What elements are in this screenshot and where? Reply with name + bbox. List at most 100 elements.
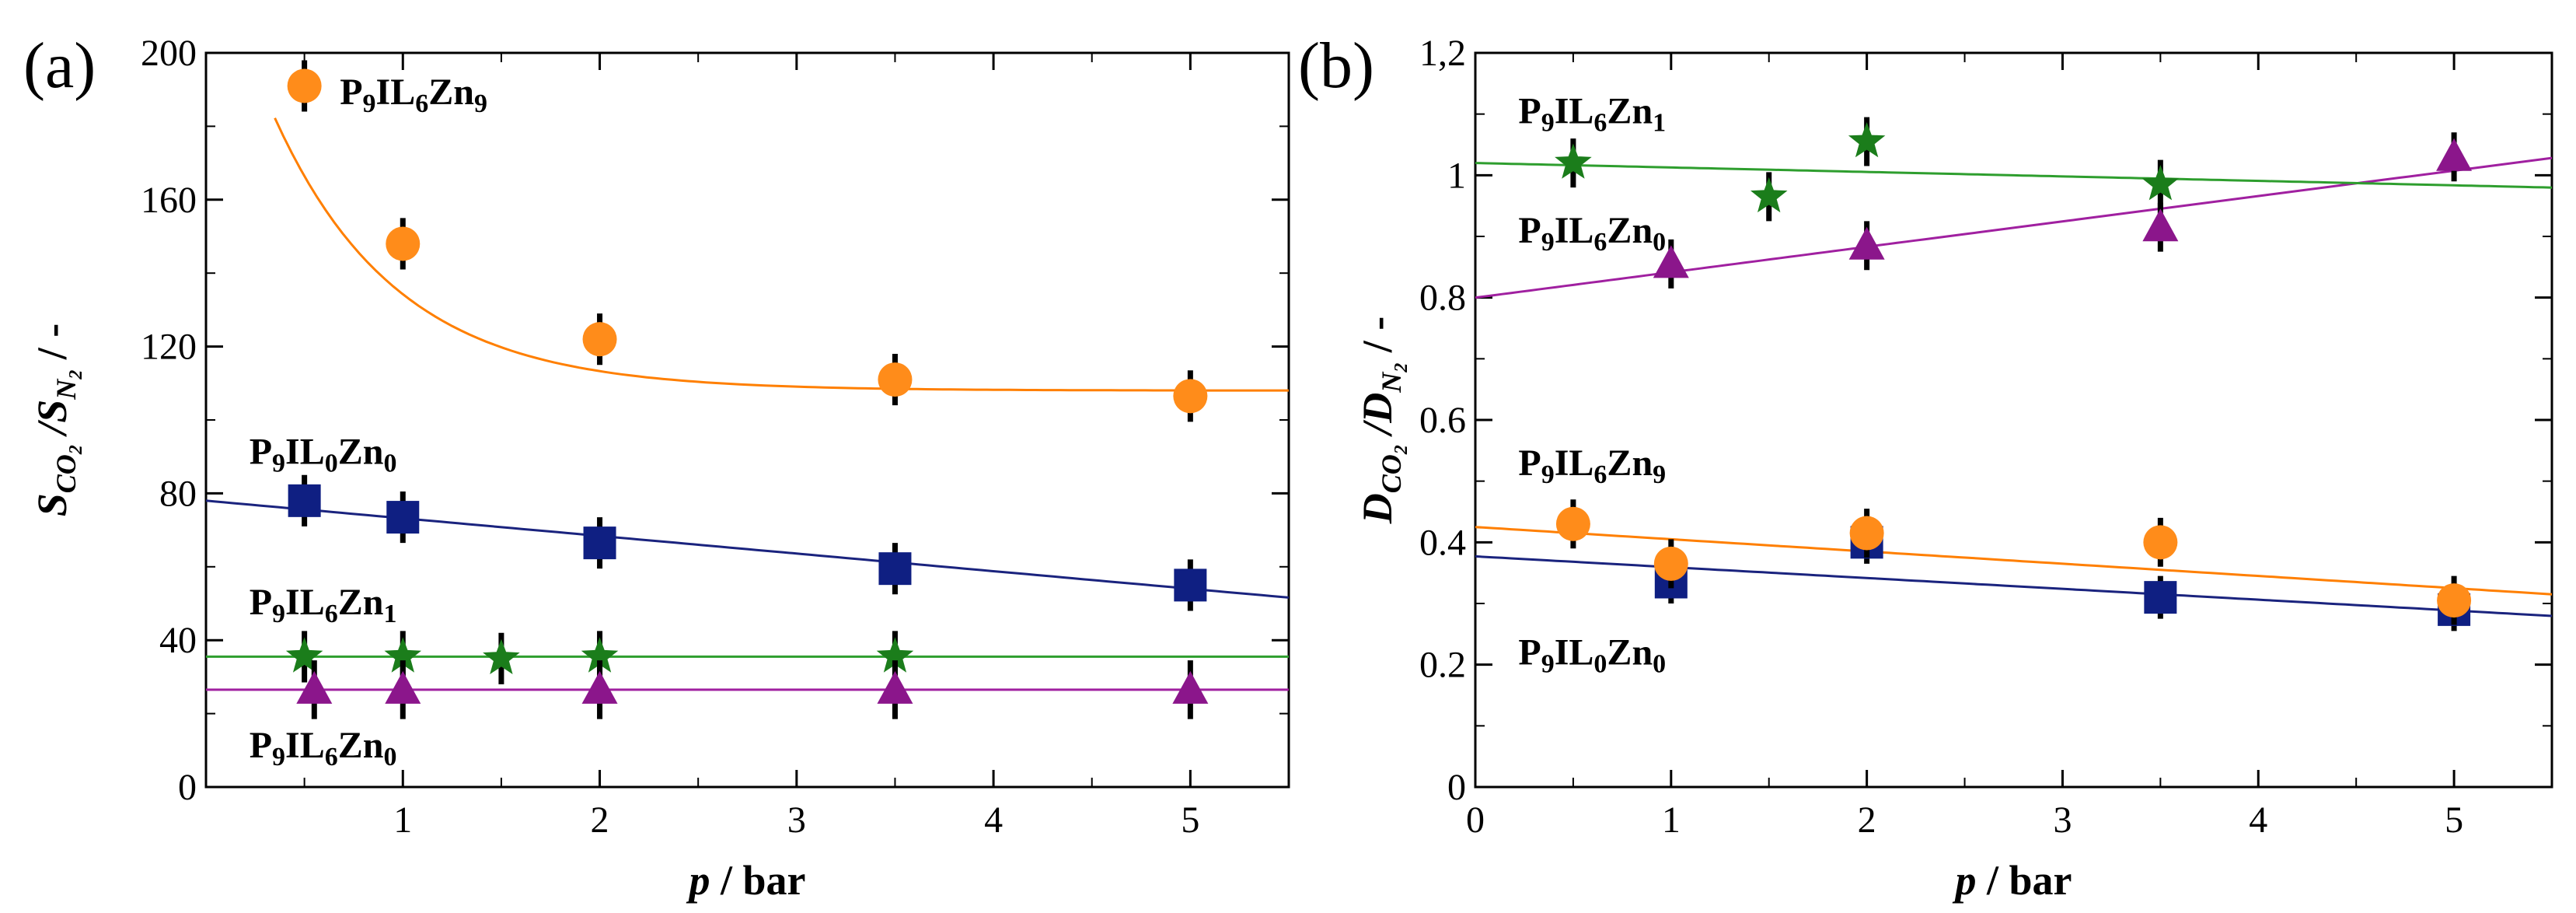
annotation-subscript: 1 [383, 600, 396, 628]
data-point [296, 670, 333, 704]
annotation-subscript: 6 [1593, 460, 1607, 489]
y-axis-symbol: D [1354, 493, 1401, 524]
y-tick-label: 200 [141, 33, 197, 74]
x-axis-label: p / bar [686, 857, 805, 904]
annotation-text: IL [1555, 632, 1594, 673]
fit-lines [1475, 156, 2552, 617]
fit-line-P9IL6Zn1 [1475, 162, 2552, 189]
data-point [2436, 138, 2473, 171]
annotation-text: P [1518, 443, 1541, 484]
data-point [876, 637, 914, 673]
annotation-text: Zn [338, 582, 384, 623]
y-tick-label: 0.8 [1419, 278, 1466, 319]
y-axis-label: DCO2 /DN2 / - [1354, 317, 1412, 525]
series-P9IL0Zn0 [1654, 520, 2471, 631]
annotation-subscript: 9 [272, 743, 285, 771]
x-tick-label: 3 [787, 799, 806, 841]
annotation-text: IL [376, 72, 416, 113]
series-annotation: P9IL6Zn9 [1518, 443, 1666, 489]
x-axis-label: p / bar [1952, 857, 2072, 904]
annotation-text: Zn [1607, 632, 1653, 673]
x-tick-label: 0 [1466, 799, 1485, 841]
annotation-text: IL [1555, 443, 1594, 484]
data-point [1653, 546, 1688, 581]
annotation-subscript: 9 [272, 600, 285, 628]
annotation-subscript: 0 [383, 450, 396, 478]
data-point [1653, 245, 1689, 278]
data-point [288, 484, 321, 517]
y-axis-sub2: 2 [1391, 445, 1412, 455]
series-annotation: P9IL6Zn1 [1518, 90, 1666, 137]
data-point [1173, 379, 1208, 414]
y-axis-sub2: 2 [66, 370, 86, 380]
annotation-subscript: 6 [325, 600, 338, 628]
annotation-text: IL [285, 582, 325, 623]
annotation-subscript: 0 [383, 743, 396, 771]
annotation-text: P [340, 72, 362, 113]
x-tick-label: 2 [591, 799, 609, 841]
annotation-subscript: 6 [415, 89, 428, 118]
series-annotation: P9IL6Zn0 [1518, 210, 1666, 257]
y-axis-sub: CO [51, 454, 82, 493]
annotation-text: Zn [428, 72, 474, 113]
annotation-text: IL [285, 725, 325, 766]
data-point [1172, 670, 1209, 704]
y-tick-label: 40 [159, 620, 197, 661]
y-tick-label: 1 [1447, 155, 1466, 196]
data-point [1555, 143, 1592, 179]
data-point [2143, 525, 2178, 560]
data-point [1848, 122, 1886, 158]
annotation-text: Zn [1607, 210, 1653, 251]
annotation-text: Zn [1607, 90, 1653, 131]
data-point [583, 526, 616, 560]
annotation-subscript: 6 [325, 743, 338, 771]
plot-frame [1474, 51, 2553, 789]
x-tick-label: 1 [1662, 799, 1681, 841]
x-axis-unit: / bar [710, 857, 805, 904]
x-axis-var: p [1952, 857, 1976, 904]
y-tick-label: 80 [159, 473, 197, 514]
annotation-subscript: 9 [1541, 228, 1555, 257]
x-tick-label: 4 [2249, 799, 2267, 841]
annotation-subscript: 0 [325, 450, 338, 478]
annotation-subscript: 0 [1653, 650, 1666, 679]
y-axis-sub2: 2 [1391, 363, 1412, 373]
series-annotation: P9IL6Zn1 [250, 582, 397, 628]
annotation-subscript: 0 [1653, 228, 1666, 257]
annotation-subscript: 0 [1593, 650, 1607, 679]
data-point [1848, 226, 1885, 260]
data-point [1555, 506, 1590, 541]
y-axis-symbol2: /S [29, 400, 75, 446]
annotation-subscript: 9 [1653, 460, 1666, 489]
data-point [384, 637, 421, 673]
data-point [285, 637, 323, 673]
series-annotation: P9IL6Zn9 [340, 72, 487, 118]
data-point [582, 322, 617, 357]
data-point [581, 670, 618, 704]
data-point [877, 670, 913, 704]
annotation-text: P [250, 725, 272, 766]
panel-label: (a) [23, 30, 96, 102]
annotation-text: IL [1555, 210, 1594, 251]
y-tick-label: 0.4 [1419, 522, 1466, 563]
y-tick-label: 120 [141, 327, 197, 368]
annotation-text: P [1518, 210, 1541, 251]
series-annotation: P9IL6Zn0 [250, 725, 397, 771]
data-point [386, 501, 420, 534]
fit-line-P9IL6Zn0 [1475, 156, 2552, 299]
y-tick-label: 160 [141, 180, 197, 221]
data-point [386, 226, 421, 261]
fit-line-P9IL0Zn0 [1475, 554, 2552, 617]
data-point [1849, 516, 1884, 551]
annotation-subscript: 9 [1541, 108, 1555, 137]
data-point [2144, 581, 2177, 614]
annotation-subscript: 9 [1541, 650, 1555, 679]
annotation-text: P [1518, 632, 1541, 673]
series-P9IL6Zn0 [296, 660, 1209, 719]
y-axis-unit: / - [29, 324, 75, 370]
series-P9IL6Zn0 [1653, 132, 2473, 289]
y-axis-unit: / - [1354, 317, 1401, 363]
fit-line-P9IL6Zn9 [1475, 526, 2552, 596]
fit-line-P9IL6Zn9 [274, 117, 1289, 392]
